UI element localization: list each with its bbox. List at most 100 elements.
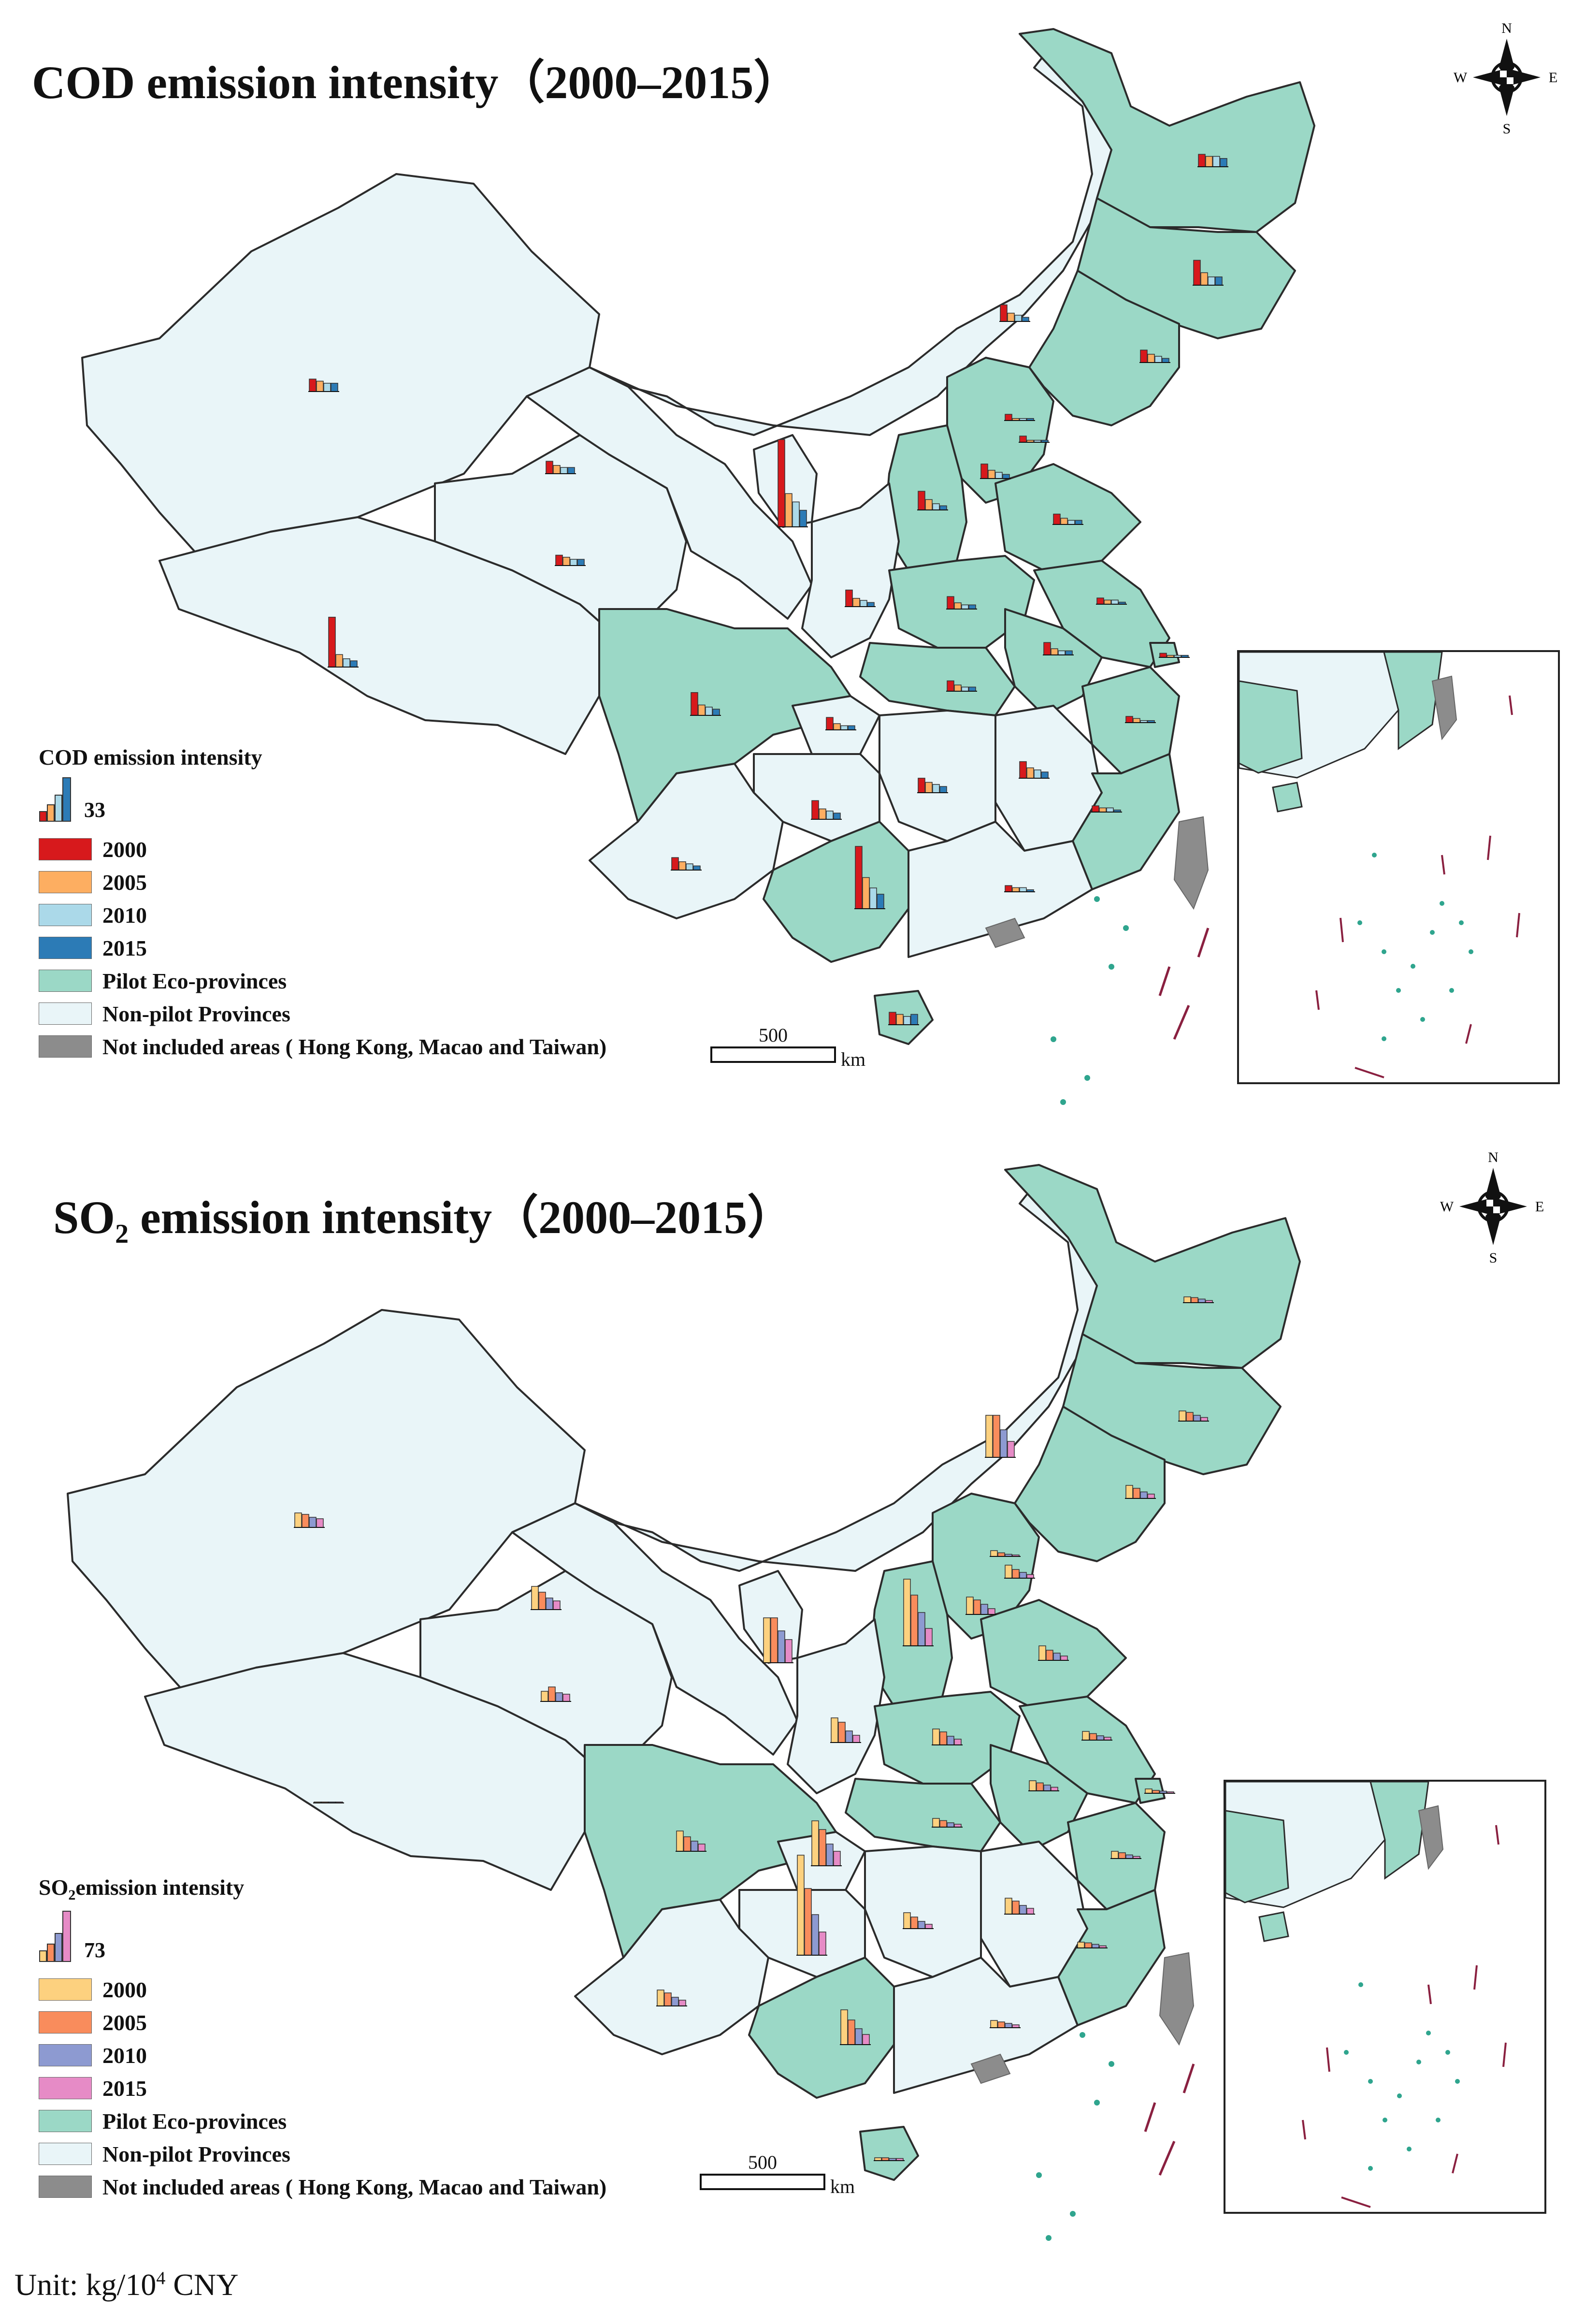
boundary-dash-1 [1158,2141,1176,2176]
bar-guangxi-2015 [877,894,884,909]
bar-xinjiang-2015 [331,383,338,392]
bar-jilin-2005 [1200,272,1208,286]
bar-group-gansu [531,1586,562,1610]
bar-heilongjiang-2000 [1183,1296,1191,1303]
bar-xinjiang-2010 [323,383,331,392]
bar-hunan-2010 [918,1921,925,1929]
province-qinghai [419,1570,673,1780]
bar-qinghai-2010 [555,1692,563,1702]
bar-tibet-2010 [343,658,350,668]
bar-chongqing-2000 [811,1820,819,1866]
cod-scale-bars-icon [39,777,71,822]
bar-hainan-2000 [889,1012,896,1025]
bar-heilongjiang-2015 [1220,158,1227,167]
bar-guangxi-2015 [862,2034,870,2045]
bar-hebei-2000 [966,1597,974,1615]
island-2 [1123,925,1129,931]
taiwan-area [1159,1952,1195,2046]
bar-inner-mongolia-2000 [985,1415,993,1458]
so2-scale-value: 73 [84,1938,105,1962]
bar-group-guizhou [811,800,842,820]
bar-group-chongqing [825,717,856,730]
bar-group-sichuan [690,692,721,716]
bar-heilongjiang-2005 [1191,1297,1198,1303]
bar-group-fujian [1077,1942,1108,1948]
bar-group-guangxi [854,846,885,909]
province-hubei [845,1778,1001,1852]
bar-sichuan-2015 [712,709,720,716]
boundary-dash-1 [1173,1005,1190,1040]
bar-group-zhejiang [1125,716,1156,723]
bar-anhui-2005 [1051,648,1058,655]
bar-group-hubei [932,1818,963,1828]
compass-north-label: N [1501,20,1512,36]
bar-jiangsu-2005 [1089,1733,1097,1741]
bar-tianjin-2015 [1026,1574,1034,1579]
bar-tianjin-2000 [1019,436,1027,443]
bar-liaoning-2005 [1147,354,1155,363]
province-qinghai [434,434,687,644]
bar-group-hunan [903,1912,934,1929]
bar-xinjiang-2010 [309,1517,317,1528]
bar-heilongjiang-2000 [1198,154,1206,167]
bar-guangxi-2010 [869,887,877,909]
bar-hubei-2000 [947,680,954,692]
cod-scale-value: 33 [84,798,105,822]
compass-east-label: E [1549,70,1557,86]
province-anhui [990,1744,1088,1852]
bar-sichuan-2005 [698,704,706,716]
compass-rose-icon: N S W E [1440,1148,1546,1267]
bar-ningxia-2015 [799,509,807,527]
taiwan-area [1173,816,1209,910]
bar-shanxi-2015 [925,1628,933,1646]
bar-jilin-2015 [1200,1417,1208,1422]
so2-scalebar-value: 500 [748,2151,777,2173]
bar-chongqing-2010 [826,1844,834,1866]
cod-bar-charts [308,154,1228,1025]
bar-henan-2000 [947,596,954,610]
china-province-map [67,1164,1301,2241]
bar-jiangsu-2000 [1082,1731,1090,1741]
cod-legend-2005: 2005 [39,866,606,899]
bar-jiangxi-2015 [1026,1908,1034,1915]
bar-liaoning-2010 [1140,1491,1148,1499]
cod-legend-notincluded: Not included areas ( Hong Kong, Macao an… [39,1030,606,1063]
bar-tibet-2005 [335,654,343,668]
bar-group-inner-mongolia [999,304,1030,322]
bar-hunan-2000 [903,1912,911,1929]
bar-group-guizhou [796,1855,827,1956]
bar-group-anhui [1043,642,1074,655]
bar-qinghai-2015 [577,559,585,566]
so2-legend-scale: 73 [39,1909,606,1962]
bar-group-hunan [917,778,948,793]
cod-legend-2000: 2000 [39,833,606,866]
bar-group-shanghai [1144,1788,1175,1794]
bar-gansu-2000 [546,461,553,474]
bar-hunan-2000 [918,778,925,793]
compass-east-label: E [1535,1199,1544,1215]
bar-group-tibet [328,617,359,668]
bar-jiangsu-2000 [1096,597,1104,605]
bar-group-ningxia [777,439,808,527]
bar-shaanxi-2015 [852,1735,860,1743]
bar-guangxi-2005 [862,877,870,909]
bar-henan-2000 [932,1728,940,1745]
bar-xinjiang-2015 [316,1518,324,1528]
bar-group-beijing [990,1550,1021,1557]
bar-hebei-2000 [980,464,988,479]
bar-jiangxi-2005 [1012,1901,1020,1915]
bar-henan-2015 [954,1739,962,1745]
cod-legend-title: COD emission intensity [39,745,262,770]
bar-xinjiang-2000 [309,378,317,392]
compass-rose-icon: N S W E [1454,19,1560,138]
bar-jiangxi-2000 [1019,761,1027,779]
bar-anhui-2000 [1043,642,1051,655]
bar-yunnan-2015 [693,865,701,871]
boundary-dash-2 [1197,928,1210,958]
province-hunan [879,710,996,842]
bar-tibet-2015 [350,660,358,668]
province-hainan [859,2126,919,2181]
bar-guizhou-2000 [797,1855,805,1956]
bar-yunnan-2015 [678,2000,686,2006]
bar-anhui-2000 [1029,1780,1037,1791]
